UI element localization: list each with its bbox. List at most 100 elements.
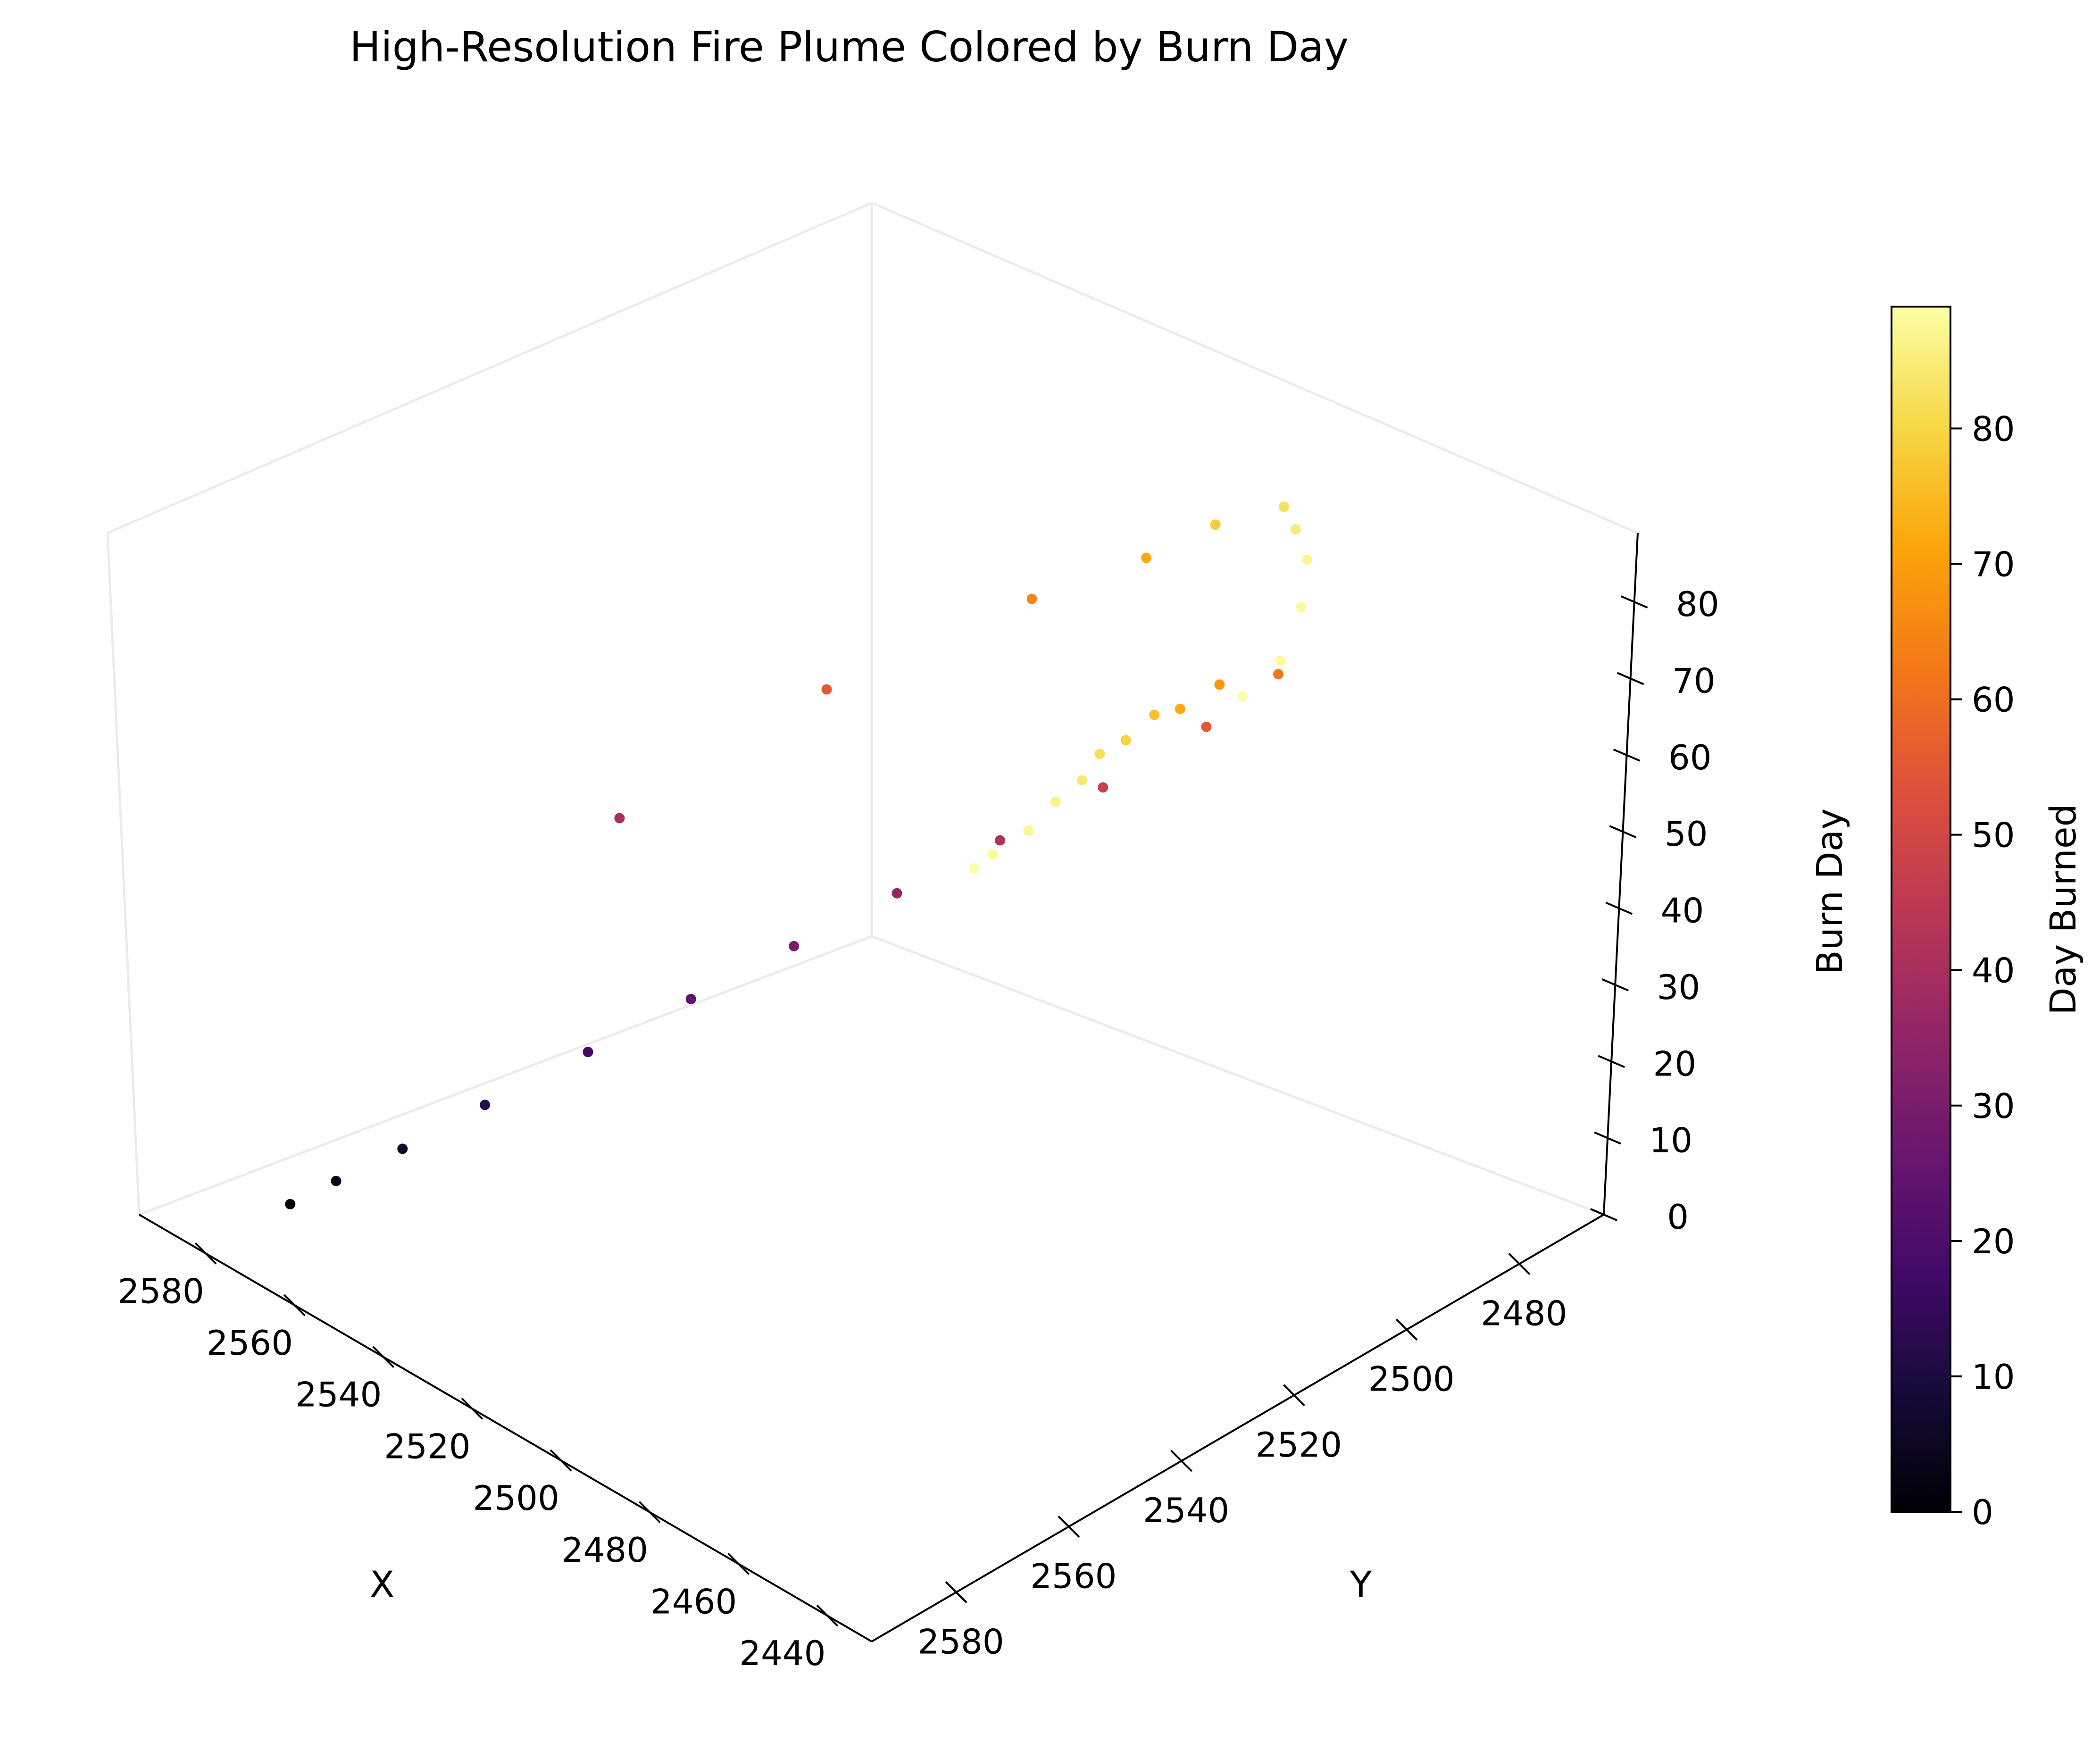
colorbar-ticks: 0 10 20 30 40 50 60 70 80 — [1950, 409, 2015, 1532]
z-tick-label: 70 — [1672, 661, 1716, 700]
y-tick-mark — [1058, 1515, 1080, 1538]
scatter-point — [285, 1199, 296, 1209]
x-axis-label: X — [370, 1563, 394, 1605]
x-tick-label: 2480 — [562, 1530, 648, 1570]
scatter-point — [331, 1175, 342, 1186]
colorbar-tick-label: 10 — [1972, 1357, 2015, 1397]
scatter-point — [892, 888, 902, 899]
y-tick-mark — [1283, 1384, 1305, 1407]
z-tick-mark — [1617, 672, 1644, 685]
x-tick-mark — [194, 1242, 217, 1265]
z-axis: 0 10 20 30 40 50 60 70 80 Burn Day — [1590, 533, 1850, 1237]
z-tick-mark — [1601, 978, 1629, 992]
y-tick-label: 2520 — [1256, 1425, 1342, 1465]
colorbar-label: Day Burned — [2042, 804, 2084, 1015]
z-tick-label: 60 — [1668, 738, 1712, 777]
colorbar-tick-label: 40 — [1972, 951, 2015, 991]
scatter-point — [685, 994, 696, 1004]
y-axis-label: Y — [1350, 1563, 1372, 1605]
x-tick-label: 2460 — [650, 1582, 737, 1621]
scatter-point — [397, 1143, 408, 1154]
z-tick-mark — [1598, 1055, 1625, 1068]
y-tick-mark — [1508, 1253, 1531, 1275]
y-ticks: 2480 2500 2520 2540 2560 2580 — [917, 1253, 1567, 1662]
z-tick-label: 0 — [1667, 1197, 1689, 1237]
y-tick-mark — [1170, 1450, 1193, 1472]
x-tick-mark — [638, 1501, 661, 1524]
scatter-point — [1149, 709, 1160, 720]
x-tick-label: 2540 — [295, 1375, 382, 1415]
z-axis-label: Burn Day — [1808, 808, 1850, 975]
x-tick-label: 2440 — [739, 1633, 825, 1673]
scatter-point — [1201, 721, 1212, 732]
y-tick-mark — [945, 1581, 967, 1603]
z-tick-mark — [1590, 1208, 1617, 1221]
z-tick-mark — [1609, 825, 1637, 839]
z-ticks: 0 10 20 30 40 50 60 70 80 — [1590, 584, 1719, 1237]
scatter-point — [1237, 691, 1248, 702]
colorbar-tick-label: 0 — [1972, 1492, 1993, 1532]
scatter-point — [789, 941, 800, 951]
x-tick-label: 2560 — [207, 1323, 293, 1363]
scatter-point — [1273, 669, 1283, 680]
z-tick-label: 50 — [1665, 814, 1708, 854]
colorbar-gradient — [1891, 306, 1951, 1513]
x-tick-mark — [372, 1346, 395, 1368]
colorbar-tick-label: 60 — [1972, 680, 2015, 720]
x-tick-mark — [283, 1294, 306, 1317]
scatter-point — [1278, 501, 1289, 512]
scatter-point — [1023, 825, 1034, 836]
z-axis-line — [1603, 533, 1639, 1215]
scatter-point — [614, 813, 625, 824]
scatter-point — [1296, 602, 1307, 613]
x-tick-mark — [727, 1553, 750, 1575]
y-tick-label: 2580 — [917, 1622, 1004, 1662]
scatter-point — [1175, 703, 1185, 714]
y-axis-line — [871, 1214, 1605, 1642]
scatter-point — [994, 835, 1005, 846]
colorbar-tick-label: 20 — [1972, 1222, 2015, 1261]
scatter-point — [1275, 656, 1286, 667]
colorbar: 0 10 20 30 40 50 60 70 80 Day Burned — [1891, 306, 2084, 1532]
x-tick-mark — [816, 1604, 839, 1627]
x-tick-label: 2500 — [473, 1478, 559, 1518]
y-tick-label: 2480 — [1481, 1293, 1567, 1333]
scatter-point — [1120, 735, 1131, 746]
z-tick-label: 80 — [1676, 584, 1719, 624]
x-tick-label: 2580 — [118, 1271, 204, 1311]
scatter-points — [285, 501, 1312, 1209]
scatter-point — [1141, 552, 1151, 563]
colorbar-tick-label: 50 — [1972, 816, 2015, 855]
z-tick-mark — [1620, 595, 1648, 608]
colorbar-tick-label: 70 — [1972, 544, 2015, 584]
scatter-point — [1026, 593, 1037, 604]
z-tick-label: 10 — [1649, 1121, 1692, 1160]
y-tick-label: 2540 — [1143, 1491, 1229, 1530]
colorbar-tick-label: 80 — [1972, 409, 2015, 449]
scatter-point — [1214, 679, 1225, 690]
scatter-point — [583, 1047, 593, 1058]
scatter-point — [1290, 524, 1301, 535]
z-tick-mark — [1613, 749, 1641, 762]
scatter-point — [1210, 519, 1221, 530]
y-axis: 2480 2500 2520 2540 2560 2580 Y — [871, 1214, 1605, 1662]
scatter-point — [821, 684, 832, 695]
z-tick-mark — [1605, 901, 1633, 915]
x-tick-mark — [461, 1397, 483, 1420]
colorbar-tick-label: 30 — [1972, 1086, 2015, 1126]
scatter-point — [1098, 782, 1108, 793]
scatter-point — [987, 849, 998, 860]
y-tick-label: 2560 — [1030, 1556, 1117, 1596]
z-tick-label: 20 — [1653, 1044, 1697, 1083]
axes-panes — [106, 201, 1638, 1216]
scatter-point — [1301, 554, 1312, 565]
scatter-point — [480, 1100, 491, 1110]
x-tick-label: 2520 — [384, 1426, 470, 1466]
chart-title: High-Resolution Fire Plume Colored by Bu… — [350, 23, 1349, 71]
z-tick-mark — [1594, 1131, 1621, 1145]
scatter-point — [1050, 796, 1061, 807]
scatter-point — [1076, 775, 1087, 786]
